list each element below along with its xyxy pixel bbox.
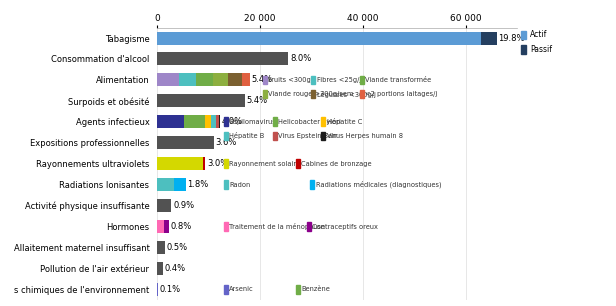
FancyBboxPatch shape (310, 180, 314, 189)
FancyBboxPatch shape (296, 159, 300, 168)
Bar (157, 178, 174, 191)
Text: Hépatite B: Hépatite B (229, 132, 265, 140)
Bar (242, 73, 249, 86)
Text: Viande rouge >300g/sem: Viande rouge >300g/sem (268, 91, 354, 97)
Bar (157, 136, 214, 149)
Text: Virus Herpes humain 8: Virus Herpes humain 8 (326, 133, 403, 139)
Text: Papilomavirus: Papilomavirus (229, 119, 276, 125)
Bar (216, 115, 219, 128)
Text: Radon: Radon (229, 182, 251, 188)
Bar (157, 220, 164, 233)
Text: Radiations médicales (diagnostiques): Radiations médicales (diagnostiques) (316, 181, 442, 188)
Bar (213, 73, 228, 86)
Text: Traitement de la ménopause: Traitement de la ménopause (229, 223, 325, 230)
Bar (211, 115, 216, 128)
Bar (228, 73, 242, 86)
FancyBboxPatch shape (262, 90, 267, 99)
Bar (179, 73, 196, 86)
Bar (174, 178, 186, 191)
Bar (157, 52, 288, 65)
FancyBboxPatch shape (224, 118, 228, 126)
Text: Virus Epstein Barr: Virus Epstein Barr (278, 133, 338, 139)
Text: Cabines de bronzage: Cabines de bronzage (301, 161, 372, 167)
Text: Contraceptifs oreux: Contraceptifs oreux (312, 224, 378, 230)
Text: Passif: Passif (530, 45, 552, 54)
Bar (157, 283, 158, 296)
Text: 0.4%: 0.4% (165, 264, 186, 273)
Text: Hépatite C: Hépatite C (326, 118, 362, 125)
Text: 0.1%: 0.1% (160, 285, 181, 294)
FancyBboxPatch shape (311, 90, 315, 99)
Bar (164, 220, 169, 233)
Text: 4.0%: 4.0% (221, 117, 243, 126)
FancyBboxPatch shape (224, 285, 228, 294)
FancyBboxPatch shape (360, 90, 364, 99)
FancyBboxPatch shape (311, 76, 315, 84)
Text: Fibres <25g/j: Fibres <25g/j (317, 77, 361, 83)
Text: <2 portions laitages/j: <2 portions laitages/j (365, 91, 437, 97)
Bar (157, 241, 165, 254)
Text: 1.8%: 1.8% (187, 180, 209, 189)
Text: 3.6%: 3.6% (215, 138, 237, 147)
Bar (157, 94, 245, 107)
Bar (219, 115, 220, 128)
FancyBboxPatch shape (262, 76, 267, 84)
Text: Helicobacter pylori: Helicobacter pylori (278, 119, 341, 125)
Text: Actif: Actif (530, 30, 548, 39)
FancyBboxPatch shape (224, 132, 228, 140)
Text: 0.5%: 0.5% (167, 243, 188, 252)
Text: Viande transformée: Viande transformée (365, 77, 432, 83)
Bar (184, 115, 206, 128)
Text: Fruits <300g/j: Fruits <300g/j (268, 77, 315, 83)
FancyBboxPatch shape (322, 118, 325, 126)
FancyBboxPatch shape (521, 46, 527, 54)
Bar (157, 157, 203, 170)
Bar (203, 157, 206, 170)
Bar (157, 199, 171, 212)
Text: 0.9%: 0.9% (173, 201, 194, 210)
FancyBboxPatch shape (322, 132, 325, 140)
FancyBboxPatch shape (224, 222, 228, 231)
FancyBboxPatch shape (273, 118, 277, 126)
Text: 0.8%: 0.8% (171, 222, 192, 231)
Text: 19.8%: 19.8% (498, 34, 525, 43)
FancyBboxPatch shape (360, 76, 364, 84)
Bar (157, 32, 481, 44)
FancyBboxPatch shape (307, 222, 311, 231)
FancyBboxPatch shape (273, 132, 277, 140)
Text: Arsenic: Arsenic (229, 286, 254, 293)
Text: 5.4%: 5.4% (246, 96, 267, 105)
Bar (481, 32, 497, 44)
Bar (157, 73, 179, 86)
Bar (196, 73, 213, 86)
Bar (206, 115, 211, 128)
Text: Rayonnement solaire: Rayonnement solaire (229, 161, 301, 167)
FancyBboxPatch shape (296, 285, 300, 294)
FancyBboxPatch shape (224, 180, 228, 189)
Bar (157, 115, 184, 128)
Text: Benzène: Benzène (301, 286, 330, 293)
Text: 3.0%: 3.0% (207, 159, 229, 168)
FancyBboxPatch shape (521, 31, 527, 39)
Bar (157, 262, 163, 275)
Text: 5.4%: 5.4% (251, 75, 272, 84)
FancyBboxPatch shape (224, 159, 228, 168)
Text: 8.0%: 8.0% (290, 54, 311, 63)
Text: Légumes <300g/j: Légumes <300g/j (317, 91, 376, 98)
